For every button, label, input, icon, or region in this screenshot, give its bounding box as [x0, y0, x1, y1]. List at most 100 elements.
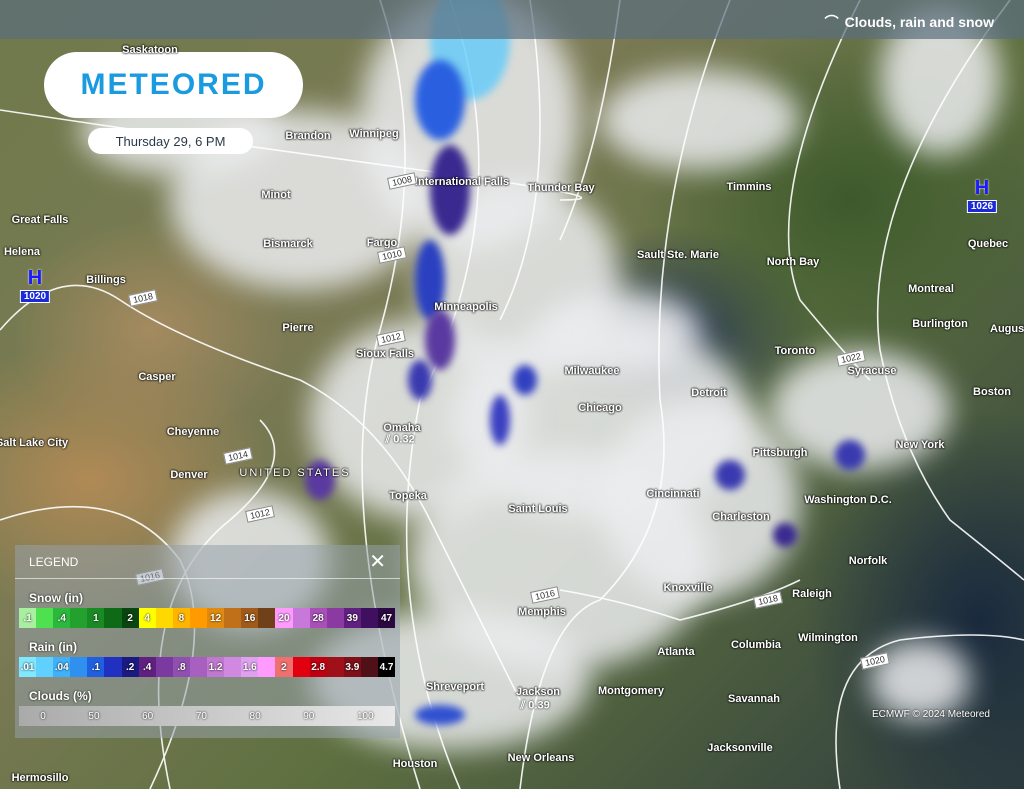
city-label: Norfolk — [848, 555, 888, 567]
city-label: Augusta — [990, 323, 1024, 335]
city-label: Montreal — [908, 283, 954, 295]
rain-scale-step — [155, 657, 173, 677]
precipitation-value: ⫽ 0.32 — [385, 433, 415, 446]
precipitation-value: ⫽ 0.39 — [520, 699, 550, 712]
snow-scale-step: 4 — [138, 608, 156, 628]
city-label: Montgomery — [598, 685, 664, 697]
city-label: Shreveport — [425, 681, 485, 693]
rain-scale-step: .01 — [19, 657, 37, 677]
city-label: Pierre — [282, 322, 314, 334]
snow-scale-step — [155, 608, 173, 628]
rain-scale-step: .8 — [172, 657, 190, 677]
snow-scale-step: 47 — [377, 608, 396, 628]
city-label: Great Falls — [11, 214, 69, 226]
country-label: UNITED STATES — [239, 467, 351, 479]
rain-scale-step — [104, 657, 122, 677]
snow-scale: .1.4 1 2 4 8 12 16 20 28 39 47 — [19, 608, 396, 628]
clouds-scale-tick: 60 — [142, 710, 154, 722]
clouds-scale-tick: 0 — [40, 710, 46, 722]
city-label: Minot — [261, 189, 291, 201]
legend-panel: LEGEND ✕ Snow (in) .1.4 1 2 4 8 12 16 20 28 39 47 R… — [15, 545, 400, 738]
snow-scale-step — [189, 608, 208, 628]
rain-scale-step: 2.8 — [309, 657, 327, 677]
rain-scale-step: 1.2 — [207, 657, 225, 677]
rain-scale-step: .04 — [53, 657, 71, 677]
rain-scale-step: 4.7 — [377, 657, 396, 677]
city-label: Denver — [170, 469, 208, 481]
city-label: Jackson — [515, 686, 561, 698]
cloud-area — [540, 290, 700, 370]
city-label: Topeka — [389, 490, 427, 502]
city-label: Milwaukee — [564, 365, 620, 377]
precipitation-area — [773, 523, 797, 547]
snow-label: Snow (in) — [29, 591, 83, 605]
legend-title: LEGEND — [29, 554, 79, 569]
rain-scale-step — [326, 657, 344, 677]
snow-scale-step — [292, 608, 310, 628]
city-label: Sioux Falls — [355, 348, 415, 360]
city-label: Burlington — [912, 318, 968, 330]
precipitation-area — [513, 365, 537, 395]
snow-scale-step — [326, 608, 344, 628]
rain-label: Rain (in) — [29, 640, 77, 654]
layer-selector[interactable]: ⌒ Clouds, rain and snow — [824, 14, 994, 30]
snow-scale-step: .4 — [53, 608, 71, 628]
rain-scale-step: .2 — [121, 657, 139, 677]
precipitation-area — [715, 460, 745, 490]
precipitation-area — [408, 360, 432, 400]
city-label: Brandon — [285, 130, 331, 142]
close-icon[interactable]: ✕ — [369, 551, 386, 573]
pressure-value: 1026 — [966, 200, 998, 213]
snow-scale-step: 39 — [343, 608, 361, 628]
city-label: Boston — [973, 386, 1011, 398]
city-label: Houston — [392, 758, 438, 770]
city-label: North Bay — [766, 256, 820, 268]
precipitation-area — [430, 145, 470, 235]
snow-scale-step: 20 — [275, 608, 293, 628]
city-label: Atlanta — [657, 646, 695, 658]
city-label: Knoxville — [663, 582, 713, 594]
high-pressure-letter: H — [27, 267, 43, 289]
snow-scale-step — [360, 608, 378, 628]
snow-scale-step — [104, 608, 122, 628]
city-label: Detroit — [691, 387, 727, 399]
precipitation-area — [835, 440, 865, 470]
snow-scale-step: 2 — [121, 608, 139, 628]
precipitation-area — [415, 60, 465, 140]
precipitation-area — [305, 460, 335, 500]
precipitation-area — [415, 705, 465, 725]
city-label: Timmins — [726, 181, 772, 193]
meteored-logo[interactable]: METEORED — [44, 52, 303, 118]
rain-scale-step: .4 — [138, 657, 156, 677]
clouds-scale-tick: 50 — [88, 710, 100, 722]
rain-scale-step: 2 — [275, 657, 293, 677]
city-label: Casper — [138, 371, 176, 383]
city-label: Raleigh — [792, 588, 832, 600]
forecast-time-label[interactable]: Thursday 29, 6 PM — [88, 128, 253, 154]
rain-scale-step: 3.9 — [343, 657, 361, 677]
pressure-value: 1020 — [19, 290, 51, 303]
city-label: Omaha — [383, 422, 421, 434]
high-pressure-marker: H 1020 — [19, 267, 51, 303]
city-label: Memphis — [518, 606, 566, 618]
city-label: Helena — [3, 246, 41, 258]
city-label: Wilmington — [798, 632, 858, 644]
city-label: Jacksonville — [707, 742, 773, 754]
high-pressure-marker: H 1026 — [966, 177, 998, 213]
rain-scale-step — [224, 657, 242, 677]
snow-scale-step: 16 — [241, 608, 259, 628]
city-label: Hermosillo — [11, 772, 69, 784]
snow-scale-step — [70, 608, 88, 628]
rain-scale-step — [70, 657, 88, 677]
city-label: Minneapolis — [434, 301, 498, 313]
city-label: Pittsburgh — [752, 447, 808, 459]
clouds-scale-tick: 70 — [195, 710, 207, 722]
rain-scale-step — [36, 657, 54, 677]
snow-scale-step: 1 — [87, 608, 105, 628]
precipitation-area — [425, 310, 455, 370]
cloud-area — [600, 400, 800, 600]
snow-scale-step: .1 — [19, 608, 37, 628]
rain-scale-step — [292, 657, 310, 677]
city-label: Savannah — [728, 693, 780, 705]
